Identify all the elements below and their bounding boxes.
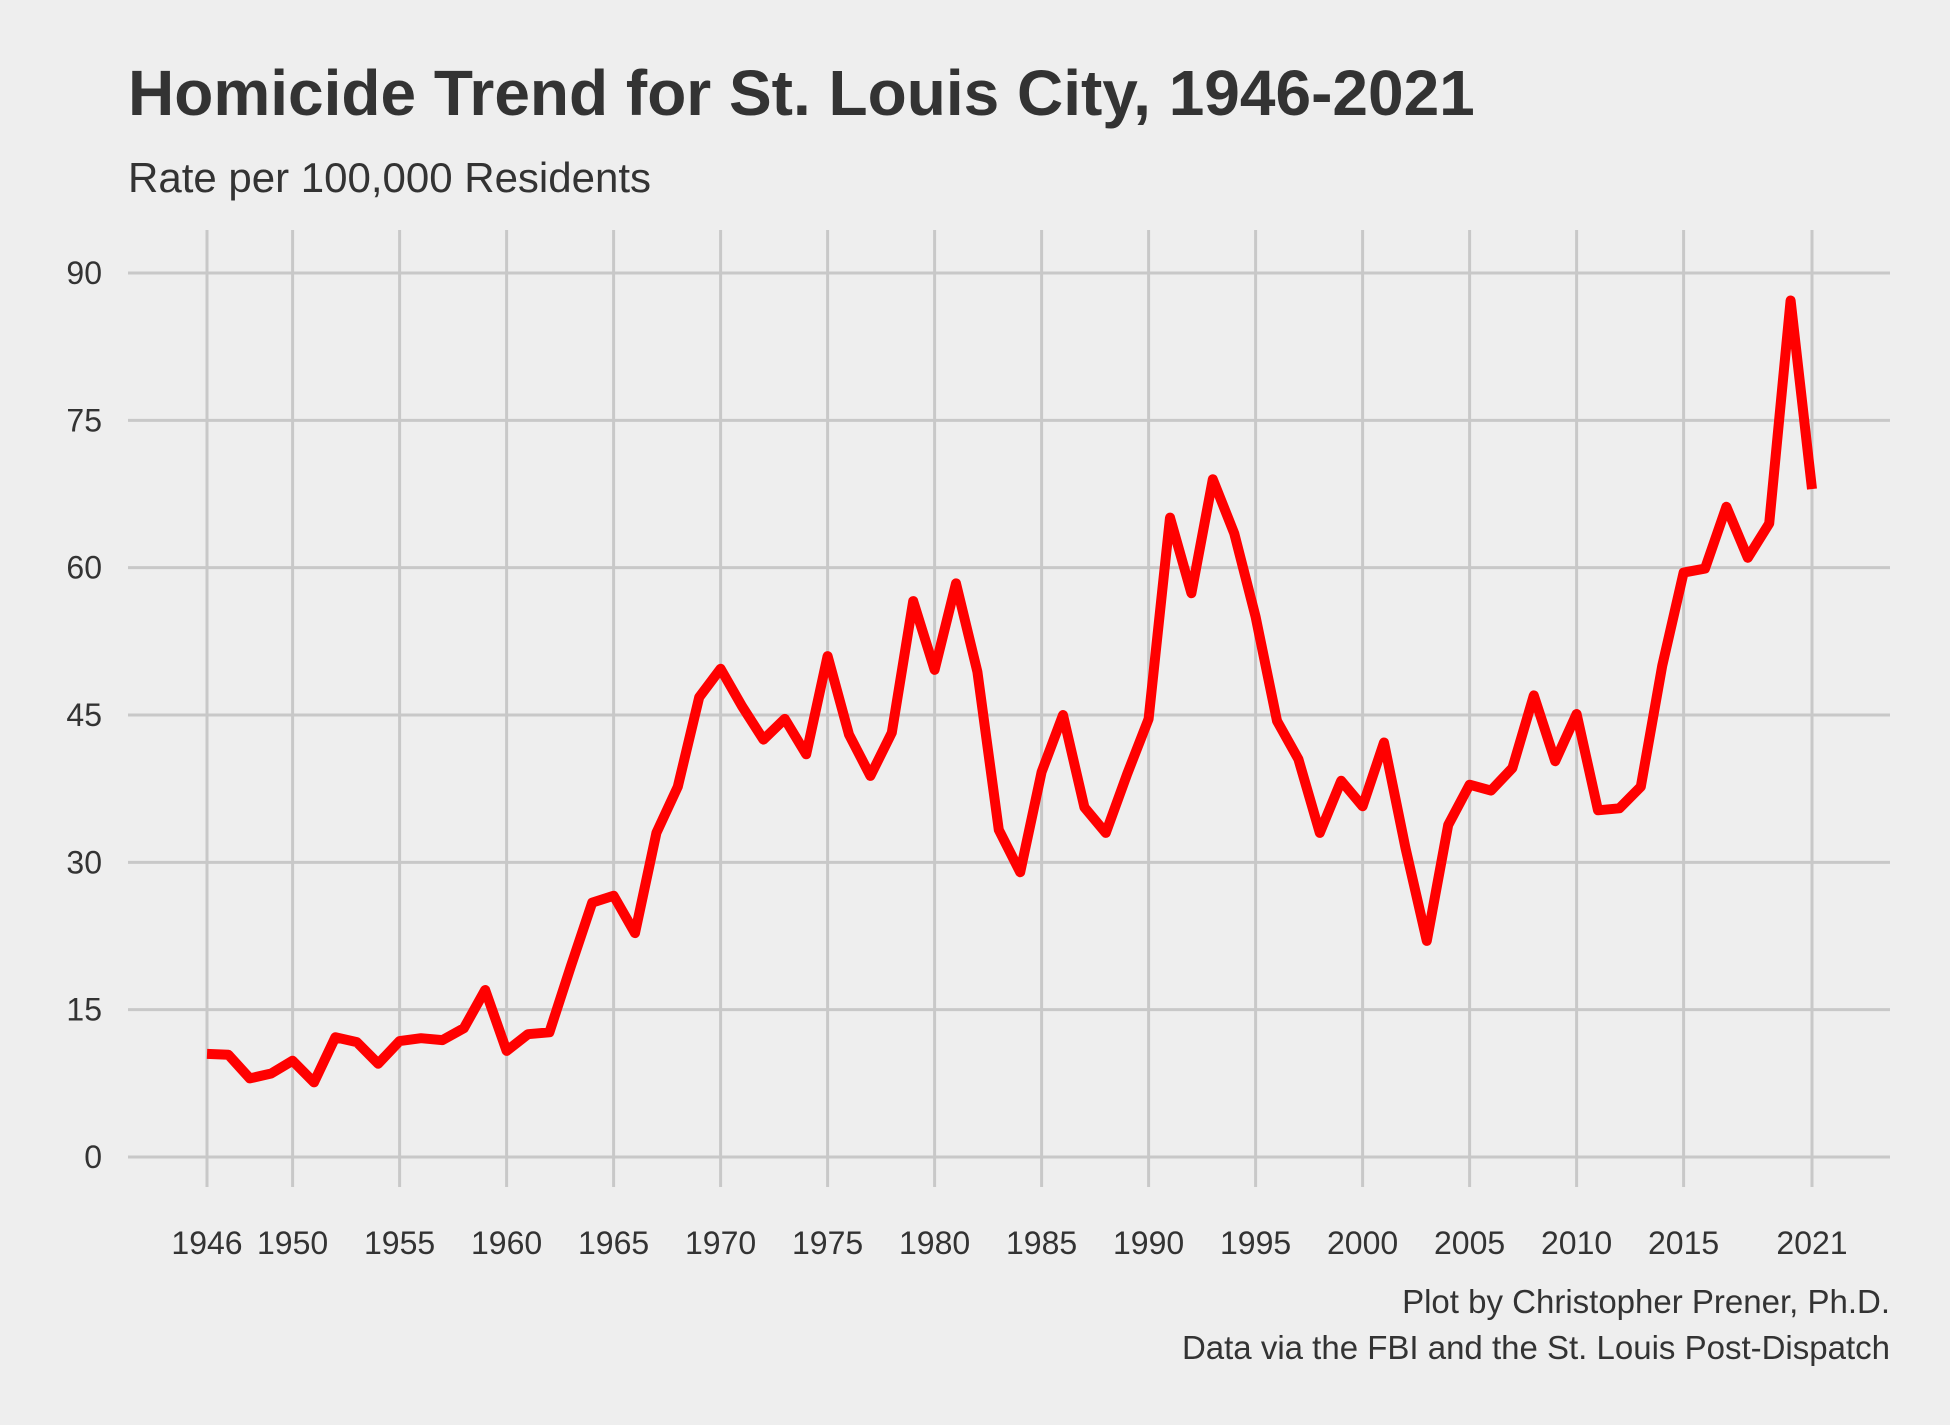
y-tick-label: 15 [66,992,102,1028]
x-axis-ticks: 1946 1950 1955 1960 1965 1970 1975 1980 1985 1990… [171,1225,1847,1261]
x-tick-label: 1946 [171,1225,242,1261]
caption-credit: Plot by Christopher Prener, Ph.D. [1402,1283,1890,1320]
chart-subtitle: Rate per 100,000 Residents [128,154,651,201]
x-tick-label: 1955 [364,1225,435,1261]
caption-source: Data via the FBI and the St. Louis Post-… [1182,1329,1890,1366]
y-tick-label: 60 [66,550,102,586]
x-tick-label: 1980 [899,1225,970,1261]
x-tick-label: 1975 [792,1225,863,1261]
chart-title: Homicide Trend for St. Louis City, 1946-… [128,57,1475,129]
series-group [206,295,1817,1088]
x-tick-label: 2010 [1541,1225,1612,1261]
y-tick-label: 30 [66,844,102,880]
y-tick-label: 0 [84,1139,102,1175]
x-tick-label: 2015 [1648,1225,1719,1261]
x-tick-label: 2005 [1434,1225,1505,1261]
x-tick-label: 1990 [1113,1225,1184,1261]
y-axis-ticks: 0 15 30 45 60 75 90 [66,255,102,1175]
x-tick-label: 1985 [1006,1225,1077,1261]
homicide-rate-line [206,295,1817,1088]
y-tick-label: 75 [66,402,102,438]
y-tick-label: 90 [66,255,102,291]
x-tick-label: 2021 [1776,1225,1847,1261]
x-tick-label: 1965 [578,1225,649,1261]
grid-lines [128,230,1890,1187]
x-tick-label: 1970 [685,1225,756,1261]
x-tick-label: 1995 [1220,1225,1291,1261]
x-tick-label: 1960 [471,1225,542,1261]
x-tick-label: 1950 [257,1225,328,1261]
x-tick-label: 2000 [1327,1225,1398,1261]
y-tick-label: 45 [66,697,102,733]
